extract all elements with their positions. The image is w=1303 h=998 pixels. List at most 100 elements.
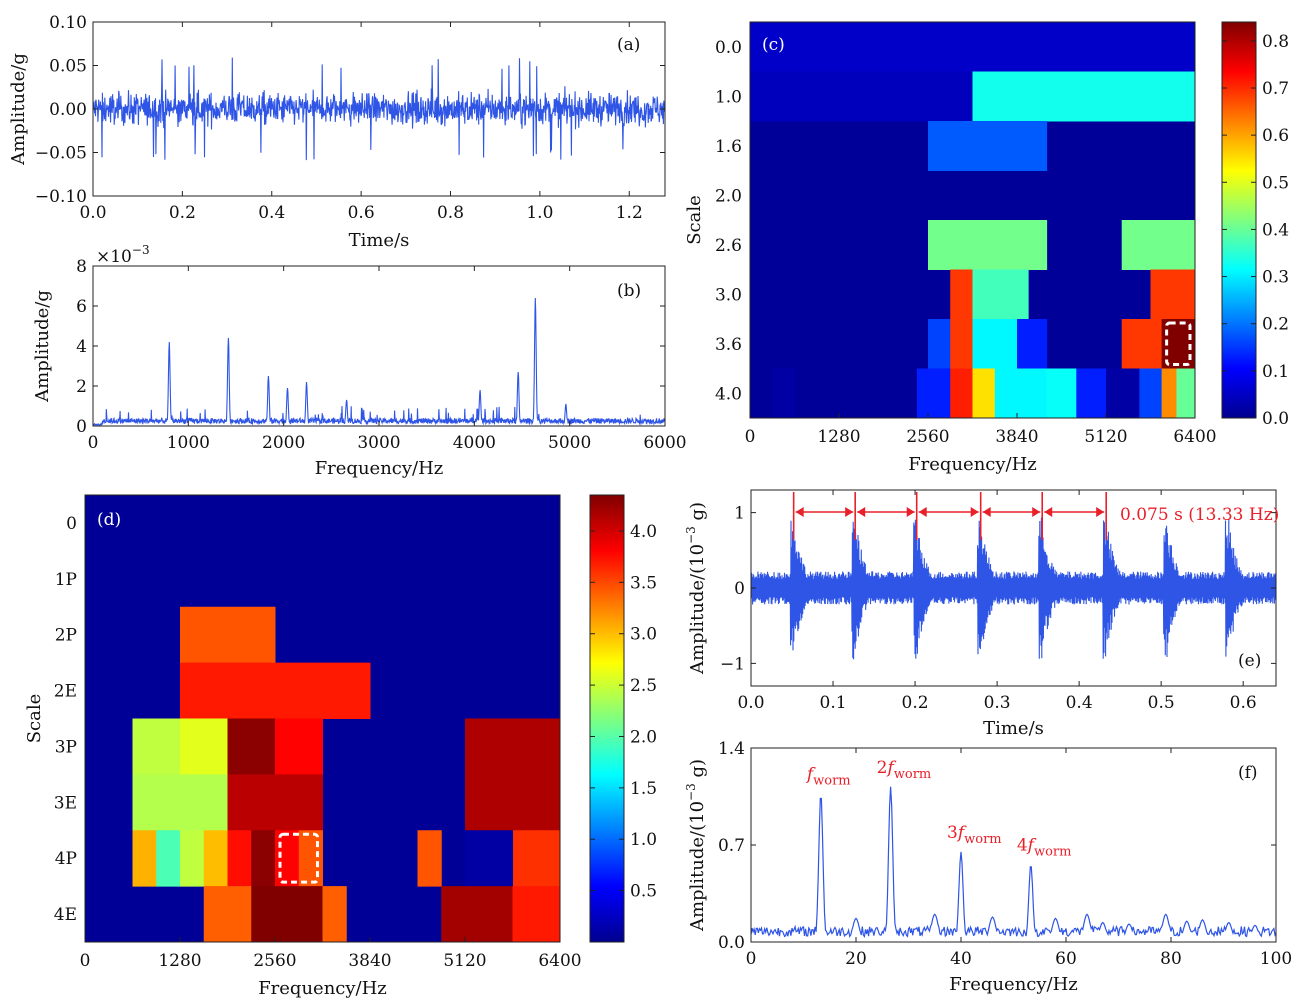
x-axis-label: Frequency/Hz [258,978,387,998]
panel-d: 0 1280 2560 3840 5120 6400 0 1P 2P 2E 3P 3E 4P 4E Freq… [24,494,657,998]
heatmap-cell [1046,368,1077,419]
heatmap-cell [1150,269,1196,320]
y-axis-label-unit: g) [687,502,708,526]
panel-label: (a) [617,35,640,55]
colorbar-tick-label: 0.7 [1262,79,1289,99]
heatmap-cell [465,718,561,775]
heatmap-cell [950,368,973,419]
harmonic-label: 4fworm [1017,835,1072,859]
x-tick-label: 0.4 [258,203,285,223]
x-tick-label: 2000 [262,433,305,453]
arrow-head-left [795,507,804,517]
x-tick-label: 0.4 [1066,693,1093,713]
heatmap-cell [1161,368,1177,419]
heatmap-cell [251,886,323,943]
harmonic-order: 3 [947,823,958,843]
y-tick-label: 0 [76,417,87,437]
y-axis-label: Amplitude/(10−3 g) [684,759,708,932]
heatmap-cell [275,718,323,775]
heatmap-cell [275,830,300,887]
arrow-head-right [906,507,915,517]
y-axis-label-text: Amplitude/(10 [687,801,708,932]
y-axis-label: Amplitude/g [32,290,53,403]
heatmap-cell [1076,368,1107,419]
y-axis-label-unit: g) [687,759,708,783]
y-tick-label: 0 [734,579,745,599]
colorbar-tick-label: 0.2 [1262,315,1289,335]
panel-label: (c) [762,35,785,55]
x-tick-label: 3000 [357,433,400,453]
x-tick-label: 1.2 [616,203,643,223]
colorbar-tick-label: 0.6 [1262,126,1289,146]
x-tick-label: 0.0 [737,693,764,713]
y-tick-label: 0.05 [49,57,87,77]
row-label: 2P [55,626,77,646]
heatmap-cell [950,269,973,320]
colorbar-tick-label: 0.4 [1262,220,1289,240]
panel-label: (b) [617,281,641,301]
y-tick-label: 0.10 [49,13,87,33]
heatmap-cell [1121,220,1196,270]
y-tick-label: 4 [76,337,87,357]
x-tick-label: 80 [1160,949,1182,969]
plot-frame [92,265,666,427]
x-axis-label: Time/s [983,718,1044,739]
panel-a: 0.0 0.2 0.4 0.6 0.8 1.0 1.2 −0.10 −0.05 0.00 0.05 0… [8,13,666,251]
x-tick-label: 1.0 [526,203,553,223]
arrow-head-left [918,507,927,517]
x-tick-label: 0.6 [348,203,375,223]
heatmap-cell [1176,368,1196,419]
heatmap-cell [994,368,1048,419]
colorbar-tick-label: 0.8 [1262,32,1289,52]
x-tick-label: 100 [1260,949,1292,969]
row-label: 3.6 [715,335,742,355]
y-axis-label-text: Amplitude/g [8,53,29,166]
arrow-head-right [845,507,854,517]
y-axis-label-exponent: −3 [684,526,698,544]
panel-c: 0 1280 2560 3840 5120 6400 0.0 1.0 1.6 2.0 2.6 3.0 3… [684,21,1289,475]
x-tick-label: 0.6 [1230,693,1257,713]
x-tick-label: 0.3 [984,693,1011,713]
arrow-head-right [970,507,979,517]
arrow-head-left [857,507,866,517]
heatmap-cell [972,71,1196,122]
colorbar-tick-label: 1.5 [630,779,657,799]
colorbar-tick-label: 2.0 [630,727,657,747]
y-tick-label: 0.00 [49,100,87,120]
row-label: 2.6 [715,236,742,256]
x-axis-label: Frequency/Hz [949,974,1078,995]
heatmap-cell [972,368,996,419]
row-label: 4P [55,849,77,869]
harmonic-order: 4 [1017,835,1028,855]
colorbar [1221,21,1257,419]
x-tick-label: 2560 [906,427,949,447]
y-axis-label: Scale [24,694,45,744]
harmonic-order: 2 [877,758,888,778]
heatmap-cell [488,830,513,887]
heatmap-cell [512,830,537,887]
x-tick-label: 3840 [348,951,391,971]
heatmap-cell [227,830,252,887]
x-tick-label: 3840 [995,427,1038,447]
x-axis-label: Frequency/Hz [908,454,1037,475]
harmonic-label: 2fworm [877,758,932,782]
heatmap-cell [488,886,513,943]
heatmap-cell [156,830,181,887]
highlight-box [278,832,319,884]
x-tick-label: 0.2 [169,203,196,223]
x-axis-label: Time/s [349,230,410,251]
heatmap-cell [322,886,347,943]
x-tick-label: 4000 [453,433,496,453]
x-tick-label: 6400 [1173,427,1216,447]
colorbar-tick-label: 0.5 [1262,173,1289,193]
y-tick-label: −0.05 [35,144,87,164]
y-multiplier-base: ×10 [96,247,132,267]
panel-label: (f) [1238,763,1258,783]
y-tick-label: 0.0 [718,933,745,953]
x-tick-label: 0.5 [1148,693,1175,713]
heatmap-cell [512,886,561,943]
row-label: 2E [54,682,77,702]
harmonic-symbol: f [805,765,816,785]
heatmap-cell [916,368,951,419]
heatmap-cell [972,319,1018,369]
